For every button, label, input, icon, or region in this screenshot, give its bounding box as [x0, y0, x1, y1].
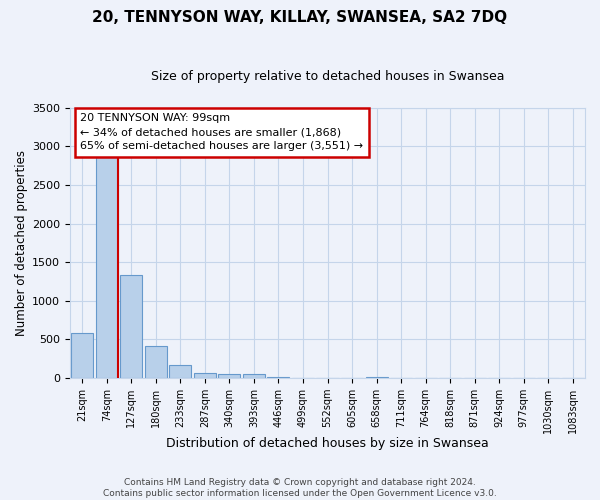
Text: 20, TENNYSON WAY, KILLAY, SWANSEA, SA2 7DQ: 20, TENNYSON WAY, KILLAY, SWANSEA, SA2 7…: [92, 10, 508, 25]
Text: 20 TENNYSON WAY: 99sqm
← 34% of detached houses are smaller (1,868)
65% of semi-: 20 TENNYSON WAY: 99sqm ← 34% of detached…: [80, 113, 364, 151]
X-axis label: Distribution of detached houses by size in Swansea: Distribution of detached houses by size …: [166, 437, 489, 450]
Bar: [194, 373, 216, 378]
Bar: [218, 374, 241, 378]
Bar: [71, 334, 94, 378]
Bar: [169, 364, 191, 378]
Bar: [120, 275, 142, 378]
Y-axis label: Number of detached properties: Number of detached properties: [15, 150, 28, 336]
Title: Size of property relative to detached houses in Swansea: Size of property relative to detached ho…: [151, 70, 504, 83]
Text: Contains HM Land Registry data © Crown copyright and database right 2024.
Contai: Contains HM Land Registry data © Crown c…: [103, 478, 497, 498]
Bar: [243, 374, 265, 378]
Bar: [96, 152, 118, 378]
Bar: [145, 346, 167, 378]
